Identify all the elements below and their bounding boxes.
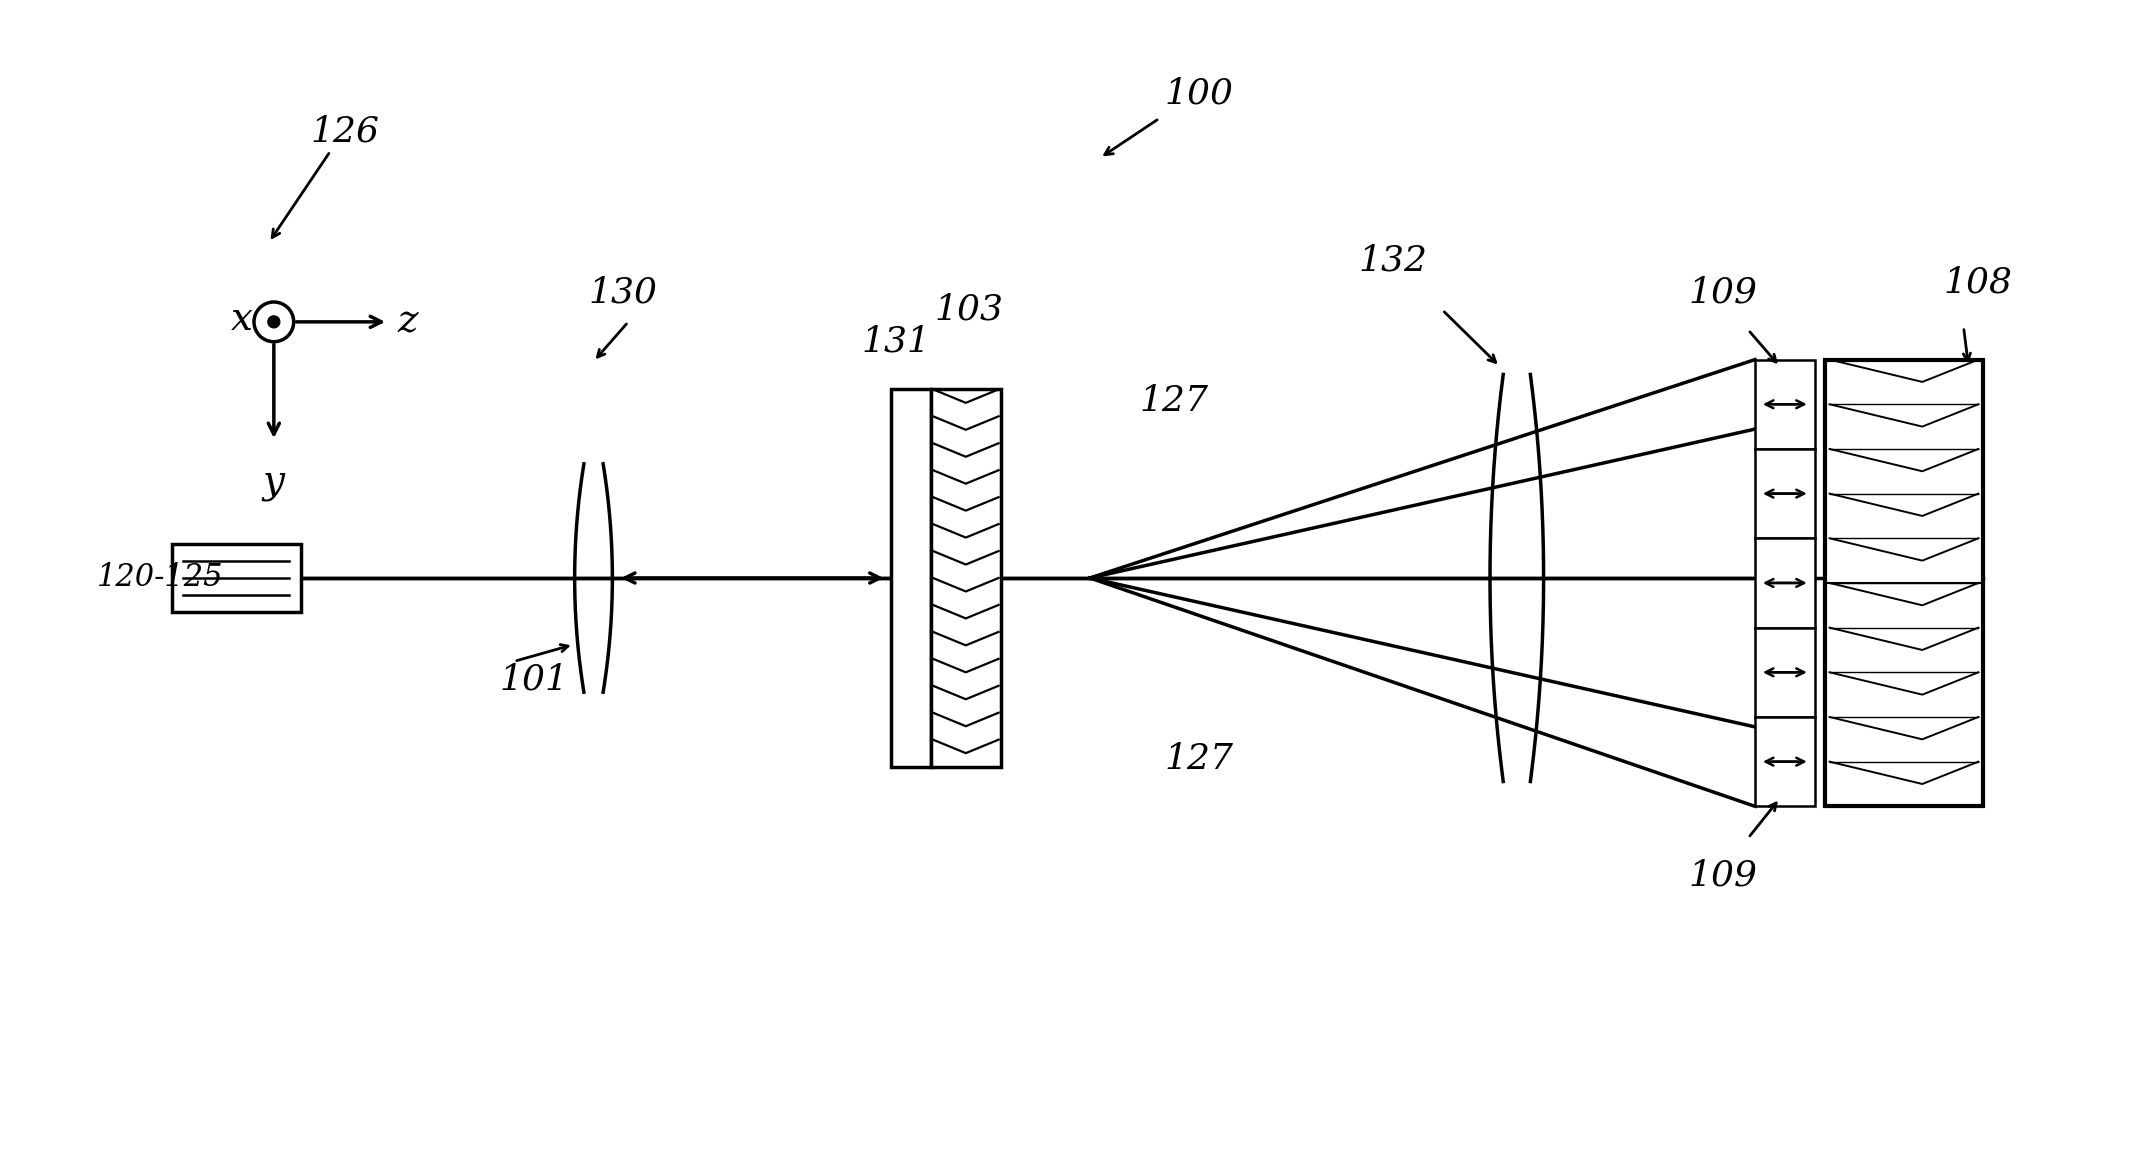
Text: 127: 127: [1165, 742, 1234, 775]
Text: 120-125: 120-125: [97, 562, 224, 593]
Text: 132: 132: [1359, 243, 1428, 277]
Text: 109: 109: [1689, 859, 1758, 893]
Text: z: z: [398, 304, 418, 340]
FancyBboxPatch shape: [1756, 717, 1814, 807]
FancyBboxPatch shape: [892, 389, 931, 766]
FancyBboxPatch shape: [1756, 628, 1814, 717]
FancyBboxPatch shape: [1756, 360, 1814, 449]
FancyBboxPatch shape: [1756, 538, 1814, 628]
FancyBboxPatch shape: [1824, 360, 1984, 807]
Text: y: y: [263, 464, 284, 501]
FancyBboxPatch shape: [931, 389, 1002, 766]
Text: 101: 101: [500, 662, 569, 696]
Text: 103: 103: [935, 293, 1004, 327]
FancyBboxPatch shape: [172, 545, 302, 612]
Text: 126: 126: [310, 114, 379, 148]
Text: 108: 108: [1943, 265, 2014, 299]
Circle shape: [267, 316, 280, 328]
Text: 100: 100: [1165, 76, 1234, 111]
Text: 109: 109: [1689, 275, 1758, 309]
Text: x: x: [230, 301, 252, 338]
Text: 130: 130: [588, 275, 657, 309]
FancyBboxPatch shape: [1756, 449, 1814, 538]
Text: 131: 131: [862, 324, 931, 359]
Text: 127: 127: [1139, 384, 1208, 418]
